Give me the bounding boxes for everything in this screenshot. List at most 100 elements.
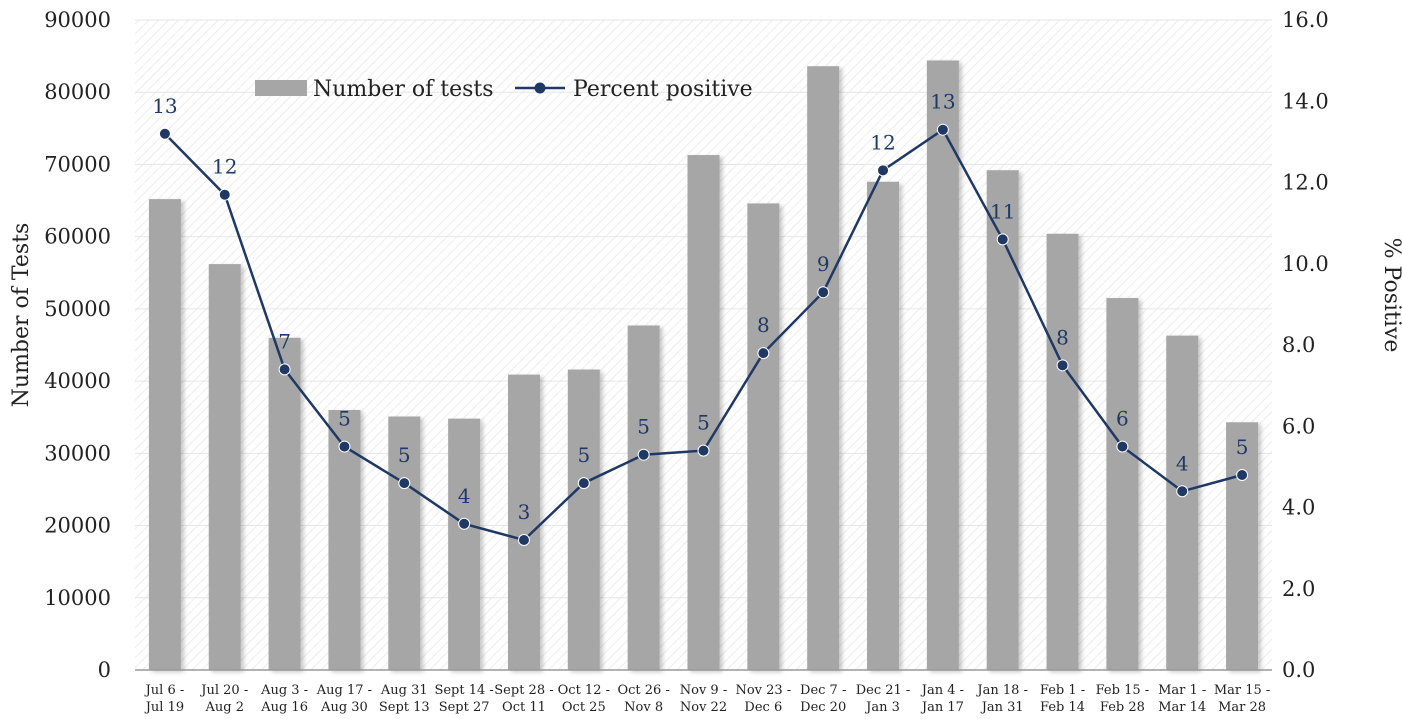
y-tick-label: 0 [98,658,111,682]
line-point [458,517,471,530]
x-tick-label: Mar 1 -Mar 14 [1158,683,1206,715]
data-label: 5 [398,443,411,467]
y2-tick-label: 16.0 [1282,8,1329,32]
data-label: 3 [518,500,531,524]
left-axis-ticks: 0 10000 20000 30000 40000 50000 60000 70000 8000… [44,8,111,682]
y-tick-label: 90000 [44,8,111,32]
x-tick-label: Aug 31 Sept 13 [379,683,430,715]
data-label: 9 [817,252,830,276]
x-tick-label: Oct 26 -Nov 8 [617,683,669,715]
bar [807,66,840,670]
line-point [218,188,231,201]
y-tick-label: 20000 [44,514,111,538]
bar [567,369,600,670]
data-label: 13 [930,90,955,114]
y2-tick-label: 10.0 [1282,252,1329,276]
x-tick-label: Sept 14 -Sept 27 [434,683,493,715]
line-point [517,534,530,546]
y-tick-label: 80000 [44,80,111,104]
line-point [1056,359,1069,372]
line-point [1176,485,1189,498]
data-label: 7 [278,329,291,353]
data-label: 12 [212,155,237,179]
x-tick-label: Jan 4 -Jan 17 [920,683,964,715]
data-label: 8 [1056,325,1069,349]
data-label: 4 [458,484,471,508]
y2-tick-label: 2.0 [1282,577,1315,601]
bar [388,416,421,670]
data-label: 12 [870,130,895,154]
right-axis-ticks: 0.0 2.0 4.0 6.0 8.0 10.0 12.0 14.0 16.0 [1282,8,1329,682]
bar [1046,233,1079,670]
bar [268,337,301,670]
line-point [817,286,830,299]
data-label: 5 [697,411,710,435]
line-point [1116,440,1129,453]
y-tick-label: 30000 [44,441,111,465]
line-series [158,123,1249,546]
data-labels: 13 12 7 5 5 4 3 5 5 5 8 9 12 13 11 8 6 4 5 [152,90,1248,524]
line-point [577,477,590,490]
y-tick-label: 50000 [44,297,111,321]
bar [926,60,959,670]
bar-series [148,60,1259,671]
y-axis-title: Number of Tests [9,223,34,408]
bar [1106,298,1139,670]
y-tick-label: 60000 [44,225,111,249]
x-tick-label: Nov 9 -Nov 22 [680,683,727,715]
x-tick-label: Oct 12 -Oct 25 [558,683,610,715]
y2-axis-title: % Positive [1379,238,1402,353]
x-tick-label: Jan 18 -Jan 31 [975,683,1028,715]
bar [1166,335,1199,670]
x-tick-label: Dec 21 -Jan 3 [856,683,911,715]
line-point [1236,469,1249,481]
y2-tick-label: 6.0 [1282,414,1315,438]
legend-line-label: Percent positive [573,77,753,102]
data-label: 5 [1236,435,1249,459]
line-point [158,127,171,140]
y2-tick-label: 4.0 [1282,496,1315,520]
x-tick-label: Mar 15 -Mar 28 [1214,683,1270,715]
line-point [996,233,1009,246]
data-label: 5 [577,443,590,467]
legend-bar-swatch [255,80,307,96]
line-point [936,123,949,136]
bar [507,374,540,670]
y-tick-label: 10000 [44,586,111,610]
line-point [338,440,351,453]
x-tick-label: Dec 7 -Dec 20 [800,683,846,715]
x-tick-label: Feb 1 -Feb 14 [1040,683,1085,715]
data-label: 8 [757,313,770,337]
line-point [637,448,650,461]
y-tick-label: 70000 [44,152,111,176]
line-point [278,363,291,376]
x-tick-label: Feb 15 -Feb 28 [1096,683,1150,715]
data-label: 4 [1176,451,1189,475]
line-point [697,444,710,457]
y2-tick-label: 12.0 [1282,171,1329,195]
y-tick-label: 40000 [44,369,111,393]
line-point [877,164,890,177]
legend: Number of tests Percent positive [255,77,753,102]
data-label: 5 [338,407,351,431]
x-tick-label: Jul 20 -Aug 2 [199,683,248,715]
bar [867,181,900,670]
bar [148,199,181,670]
bar [747,203,780,670]
legend-bar-label: Number of tests [313,77,494,102]
x-tick-label: Nov 23 -Dec 6 [735,683,791,715]
x-tick-label: Aug 17 -Aug 30 [316,683,372,715]
bar [627,325,660,670]
data-label: 11 [990,199,1015,223]
x-tick-label: Aug 3 -Aug 16 [260,683,308,715]
x-tick-label: Jul 6 -Jul 19 [144,683,185,715]
bar [986,170,1019,670]
y2-tick-label: 14.0 [1282,89,1329,113]
line-point [757,347,770,360]
data-label: 6 [1116,407,1129,431]
bar [1226,422,1259,670]
data-label: 13 [152,94,177,118]
x-tick-label: Sept 28 -Oct 11 [494,683,553,715]
